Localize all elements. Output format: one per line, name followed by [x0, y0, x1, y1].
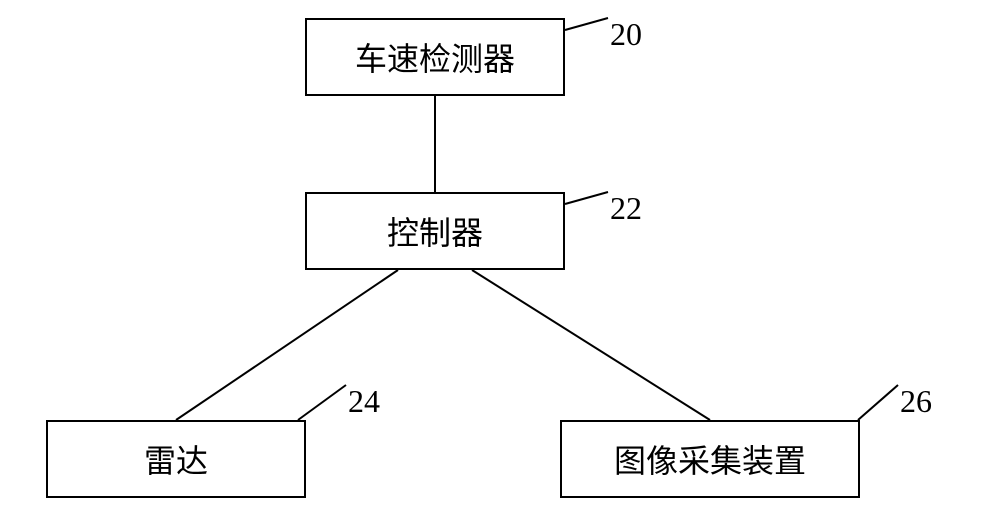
tag-image-capture: 26 — [900, 383, 932, 420]
tag-controller: 22 — [610, 190, 642, 227]
node-image-capture: 图像采集装置 — [560, 420, 860, 498]
leader-image-capture — [858, 385, 898, 420]
tag-controller-text: 22 — [610, 190, 642, 226]
tag-radar-text: 24 — [348, 383, 380, 419]
node-speed-detector: 车速检测器 — [305, 18, 565, 96]
tag-image-capture-text: 26 — [900, 383, 932, 419]
node-radar-label: 雷达 — [144, 436, 208, 482]
tag-speed-detector-text: 20 — [610, 16, 642, 52]
leader-speed-detector — [565, 18, 608, 30]
node-controller: 控制器 — [305, 192, 565, 270]
node-speed-detector-label: 车速检测器 — [355, 34, 515, 80]
edge-controller-to-image-capture — [472, 270, 710, 420]
node-image-capture-label: 图像采集装置 — [614, 436, 806, 482]
leader-radar — [298, 385, 346, 420]
node-radar: 雷达 — [46, 420, 306, 498]
tag-speed-detector: 20 — [610, 16, 642, 53]
leader-controller — [565, 192, 608, 204]
tag-radar: 24 — [348, 383, 380, 420]
node-controller-label: 控制器 — [387, 208, 483, 254]
